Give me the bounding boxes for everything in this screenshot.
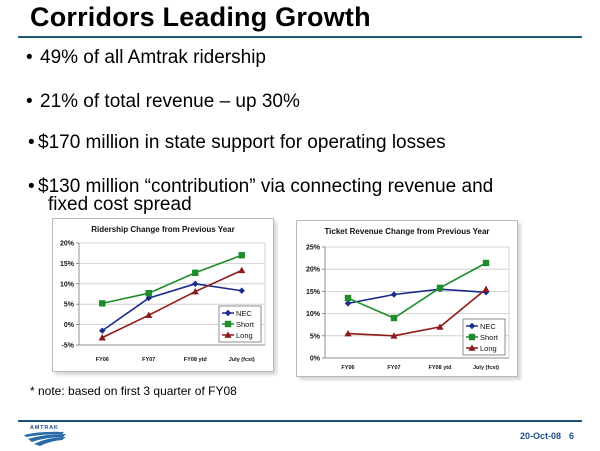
bullet-item: • $170 million in state support for opera… bbox=[28, 133, 446, 152]
y-tick-label: 20% bbox=[60, 241, 75, 248]
series-line-nec bbox=[347, 288, 487, 305]
y-tick-label: 10% bbox=[60, 281, 75, 288]
x-tick-label: July (fcst) bbox=[229, 357, 255, 363]
ridership-chart: Ridership Change from Previous Year -5% 0%… bbox=[52, 218, 274, 372]
x-tick-label: FY07 bbox=[387, 365, 400, 371]
ridership-chart-svg: Ridership Change from Previous Year -5% 0%… bbox=[60, 225, 266, 363]
bullet-item: • $130 million “contribution” via connect… bbox=[28, 176, 494, 215]
data-point-long bbox=[238, 266, 246, 274]
x-tick-label: FY08 ytd bbox=[184, 357, 207, 363]
data-point-short bbox=[145, 289, 152, 297]
legend-label-long: Long bbox=[236, 331, 253, 340]
series-line-short bbox=[347, 262, 487, 319]
legend-marker-nec bbox=[224, 309, 232, 317]
y-tick-label: 15% bbox=[60, 261, 75, 268]
data-point-long bbox=[482, 285, 490, 292]
data-point-long bbox=[344, 329, 352, 337]
y-tick-label: -5% bbox=[62, 343, 75, 350]
data-point-nec bbox=[390, 291, 398, 298]
legend-label-nec: NEC bbox=[236, 309, 252, 318]
amtrak-logo: AMTRAK bbox=[20, 422, 76, 451]
y-tick-label: 5% bbox=[310, 333, 321, 340]
footer-divider bbox=[18, 420, 582, 422]
x-tick-label: FY06 bbox=[96, 357, 109, 363]
legend-label-short: Short bbox=[480, 333, 499, 342]
y-tick-label: 10% bbox=[306, 311, 321, 318]
data-point-short bbox=[99, 300, 106, 307]
legend-label-long: Long bbox=[480, 344, 497, 353]
bullet-icon: • bbox=[28, 132, 35, 153]
data-point-long bbox=[145, 311, 153, 319]
bullet-icon: • bbox=[28, 176, 35, 197]
series-line-nec bbox=[101, 282, 242, 332]
bullet-text: 21% of total revenue – up 30% bbox=[40, 91, 300, 112]
y-tick-label: 20% bbox=[306, 267, 321, 274]
bullet-item: • 21% of total revenue – up 30% bbox=[26, 92, 300, 111]
bullet-continuation: fixed cost spread bbox=[48, 194, 192, 215]
data-point-long bbox=[98, 334, 106, 341]
data-point-nec bbox=[99, 327, 106, 334]
bullet-icon: • bbox=[26, 91, 33, 112]
y-tick-label: 25% bbox=[306, 245, 321, 252]
logo-text: AMTRAK bbox=[30, 425, 59, 431]
x-tick-label: FY07 bbox=[142, 357, 155, 363]
data-point-short bbox=[390, 314, 398, 322]
data-point-long bbox=[191, 287, 199, 295]
y-tick-label: 0% bbox=[310, 356, 321, 363]
title-divider bbox=[18, 36, 582, 38]
revenue-chart: Ticket Revenue Change from Previous Year… bbox=[296, 220, 518, 377]
bullet-text: $170 million in state support for operat… bbox=[38, 132, 446, 153]
slide-title: Corridors Leading Growth bbox=[30, 2, 371, 32]
data-point-short bbox=[482, 259, 490, 267]
footnote: * note: based on first 3 quarter of FY08 bbox=[30, 384, 237, 398]
data-point-short bbox=[436, 284, 444, 292]
x-tick-label: FY08 ytd bbox=[429, 365, 452, 371]
revenue-chart-svg: Ticket Revenue Change from Previous Year… bbox=[306, 227, 510, 371]
data-point-nec bbox=[344, 300, 352, 307]
legend-marker-nec bbox=[468, 322, 476, 330]
x-tick-label: FY06 bbox=[341, 365, 354, 371]
data-point-nec bbox=[192, 280, 199, 287]
data-point-short bbox=[192, 269, 199, 276]
y-tick-label: 15% bbox=[306, 289, 321, 296]
series-line-long bbox=[101, 269, 243, 339]
data-point-nec bbox=[145, 294, 152, 302]
y-tick-label: 0% bbox=[64, 322, 75, 329]
data-point-short bbox=[344, 294, 352, 302]
legend-label-short: Short bbox=[236, 320, 255, 329]
logo-swoosh bbox=[34, 437, 66, 446]
legend-marker-short bbox=[224, 320, 232, 328]
bullet-icon: • bbox=[26, 47, 33, 68]
data-point-nec bbox=[238, 287, 245, 294]
chart-title: Ticket Revenue Change from Previous Year bbox=[324, 227, 489, 236]
legend-label-nec: NEC bbox=[480, 322, 496, 331]
footer-date: 20-Oct-08 bbox=[520, 431, 562, 441]
bullet-item: • 49% of all Amtrak ridership bbox=[26, 48, 266, 67]
chart-title: Ridership Change from Previous Year bbox=[91, 225, 234, 234]
y-tick-label: 5% bbox=[64, 302, 75, 309]
amtrak-logo-icon: AMTRAK bbox=[24, 425, 66, 446]
data-point-long bbox=[390, 332, 398, 339]
legend-marker-short bbox=[468, 333, 476, 341]
series-line-long bbox=[347, 288, 487, 337]
data-point-short bbox=[238, 252, 245, 259]
legend-marker-long bbox=[468, 344, 476, 351]
x-tick-label: July (fcst) bbox=[473, 365, 499, 371]
page-number: 6 bbox=[569, 431, 575, 441]
bullet-text: $130 million “contribution” via connecti… bbox=[38, 176, 494, 197]
bullet-text: 49% of all Amtrak ridership bbox=[40, 47, 266, 68]
series-line-short bbox=[102, 254, 243, 305]
logo-swoosh bbox=[28, 434, 66, 442]
data-point-long bbox=[436, 323, 444, 330]
legend-marker-long bbox=[224, 331, 232, 338]
logo-swoosh bbox=[24, 431, 64, 437]
